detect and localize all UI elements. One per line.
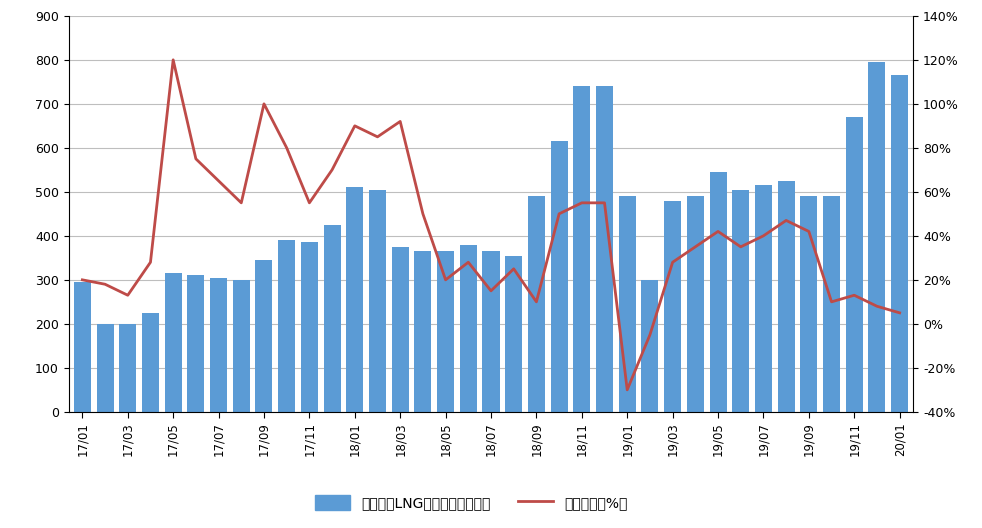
Bar bbox=[641, 280, 658, 412]
Bar bbox=[846, 117, 863, 412]
Bar bbox=[255, 260, 272, 412]
Bar bbox=[142, 313, 159, 412]
Bar bbox=[596, 86, 613, 412]
Legend: 中国月度LNG进口预估（万吨）, 同比增速（%）: 中国月度LNG进口预估（万吨）, 同比增速（%） bbox=[309, 490, 633, 516]
Bar bbox=[324, 225, 341, 412]
Bar bbox=[414, 251, 431, 412]
Bar bbox=[528, 196, 545, 412]
Bar bbox=[300, 242, 318, 412]
Bar bbox=[165, 274, 182, 412]
Bar bbox=[119, 324, 136, 412]
Bar bbox=[278, 240, 296, 412]
Bar bbox=[755, 185, 772, 412]
Bar bbox=[392, 247, 409, 412]
Bar bbox=[710, 172, 727, 412]
Bar bbox=[800, 196, 817, 412]
Bar bbox=[210, 278, 227, 412]
Bar bbox=[823, 196, 840, 412]
Bar bbox=[96, 324, 114, 412]
Bar bbox=[778, 181, 794, 412]
Bar bbox=[233, 280, 249, 412]
Bar bbox=[686, 196, 704, 412]
Bar bbox=[891, 75, 908, 412]
Bar bbox=[347, 187, 363, 412]
Bar bbox=[188, 276, 204, 412]
Bar bbox=[573, 86, 590, 412]
Bar bbox=[74, 282, 91, 412]
Bar bbox=[868, 62, 886, 412]
Bar bbox=[733, 190, 749, 412]
Bar bbox=[460, 244, 477, 412]
Bar bbox=[437, 251, 454, 412]
Bar bbox=[505, 256, 522, 412]
Bar bbox=[551, 141, 568, 412]
Bar bbox=[664, 201, 682, 412]
Bar bbox=[482, 251, 500, 412]
Bar bbox=[619, 196, 635, 412]
Bar bbox=[369, 190, 386, 412]
